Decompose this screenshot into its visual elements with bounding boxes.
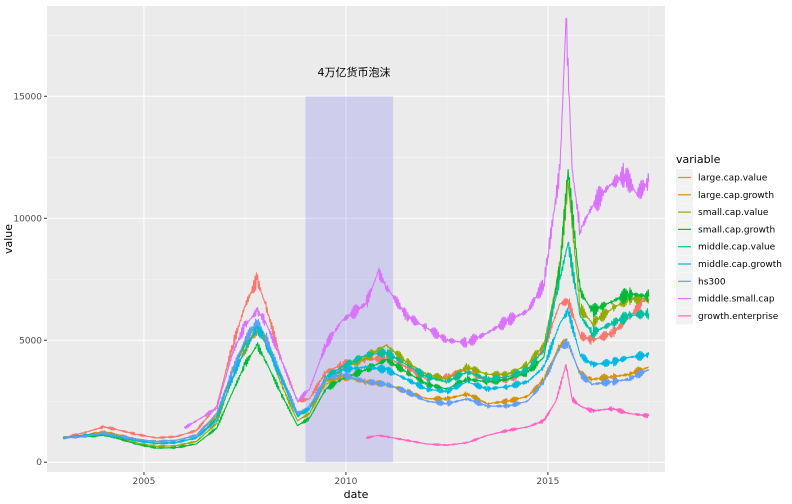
y-tick-label: 5000 xyxy=(19,336,42,346)
x-axis-title: date xyxy=(344,488,369,501)
x-tick-label: 2005 xyxy=(132,477,155,487)
y-tick-label: 15000 xyxy=(13,92,42,102)
legend-label: large.cap.growth xyxy=(698,191,774,201)
legend-label: growth.enterprise xyxy=(698,312,779,322)
series-line-growth-enterprise xyxy=(365,364,650,447)
annotation-layer xyxy=(305,96,394,463)
y-axis-title: value xyxy=(2,224,15,254)
legend-label: middle.cap.value xyxy=(698,243,776,253)
x-tick-label: 2010 xyxy=(334,477,357,487)
legend-label: middle.small.cap xyxy=(698,295,775,305)
legend-label: middle.cap.growth xyxy=(698,260,782,270)
x-tick-label: 2015 xyxy=(536,477,559,487)
y-tick-label: 10000 xyxy=(13,214,42,224)
series-line-hs300 xyxy=(62,318,650,443)
annotation-rect xyxy=(305,96,394,463)
legend-label: hs300 xyxy=(698,277,726,287)
legend-label: small.cap.value xyxy=(698,208,769,218)
series-line-middle-small-cap xyxy=(183,17,650,430)
grid-lines xyxy=(47,6,665,472)
axes: 2005 2010 2015 0 5000 10000 15000 xyxy=(13,92,559,487)
series-line-small-cap-growth xyxy=(62,168,650,450)
legend-label: large.cap.value xyxy=(698,174,768,184)
y-tick-label: 0 xyxy=(36,458,42,468)
legend: variable large.cap.value large.cap.growth… xyxy=(676,153,782,325)
legend-label: small.cap.growth xyxy=(698,225,775,235)
legend-title: variable xyxy=(676,153,721,166)
series-line-middle-cap-growth xyxy=(63,307,650,445)
series-layer xyxy=(62,17,650,450)
annotation-label: 4万亿货币泡沫 xyxy=(317,65,390,79)
